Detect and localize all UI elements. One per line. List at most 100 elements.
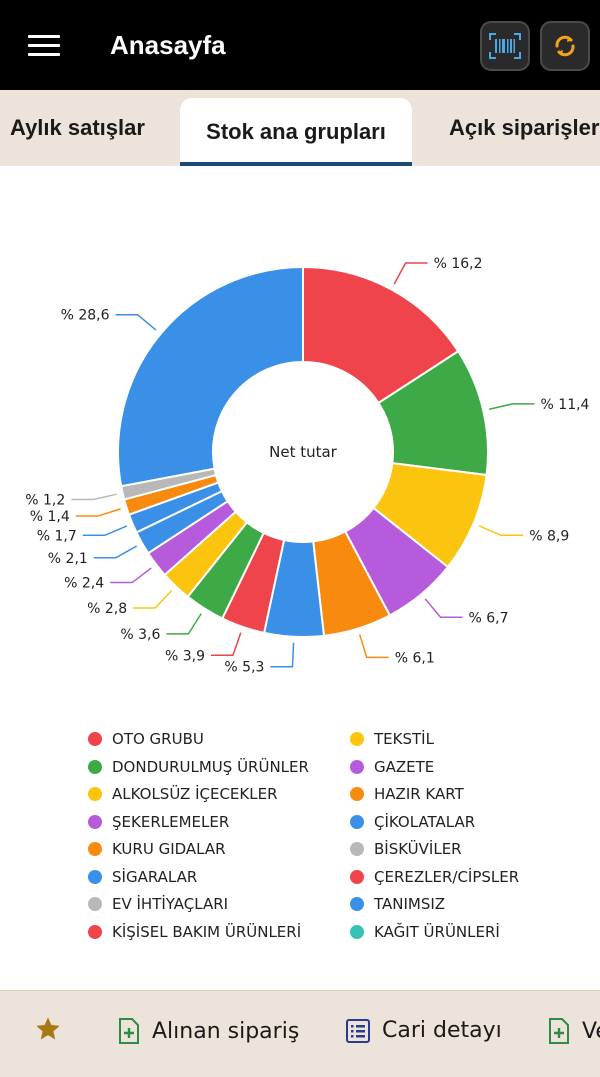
legend-color-swatch <box>88 759 102 774</box>
account-detail-button[interactable]: Cari detayı <box>346 1018 502 1043</box>
legend-color-swatch <box>350 924 364 939</box>
legend-color-swatch <box>88 814 102 829</box>
legend-color-swatch <box>88 897 102 911</box>
legend-item[interactable]: HAZIR KART <box>350 785 464 803</box>
page-title: Anasayfa <box>110 30 226 60</box>
slice-percent-label: % 6,1 <box>395 650 435 666</box>
slice-percent-label: % 1,2 <box>25 492 65 508</box>
slice-leader-line <box>270 642 295 668</box>
slice-leader-line <box>478 525 524 537</box>
legend-label: ŞEKERLEMELER <box>112 812 230 831</box>
legend-item[interactable]: OTO GRUBU <box>88 730 204 748</box>
slice-leader-line <box>358 634 389 659</box>
chart-area: % 16,2 % 11,4 % 8,9 % 6,7 % 6,1 % 5,3 % 3,9 % 3… <box>0 166 600 986</box>
legend-item[interactable]: GAZETE <box>350 758 434 776</box>
slice-leader-line <box>71 493 117 501</box>
slice-leader-line <box>424 598 463 619</box>
legend-label: KAĞIT ÜRÜNLERİ <box>374 922 500 941</box>
slice-percent-label: % 2,4 <box>64 576 104 592</box>
received-order-label: Alınan sipariş <box>152 1018 300 1044</box>
tab-label: Açık siparişler <box>449 115 600 140</box>
more-nav-label: Ve <box>582 1018 600 1044</box>
slice-percent-label: % 2,8 <box>87 601 127 617</box>
legend-item[interactable]: ÇEREZLER/CİPSLER <box>350 868 519 886</box>
legend-color-swatch <box>350 787 364 801</box>
slice-leader-line <box>488 403 535 410</box>
legend-label: OTO GRUBU <box>112 730 204 748</box>
slice-leader-line <box>82 525 128 537</box>
legend-label: ALKOLSÜZ İÇECEKLER <box>112 785 278 803</box>
slice-percent-label: % 2,1 <box>48 551 88 567</box>
legend-label: TEKSTİL <box>374 730 434 748</box>
legend-item[interactable]: ALKOLSÜZ İÇECEKLER <box>88 785 278 803</box>
slice-percent-label: % 28,6 <box>61 308 110 324</box>
legend-color-swatch <box>88 732 102 746</box>
legend-label: EV İHTİYAÇLARI <box>112 895 229 913</box>
hamburger-menu-icon[interactable] <box>28 35 60 57</box>
slice-leader-line <box>110 567 152 584</box>
slice-leader-line <box>75 508 121 517</box>
legend-label: ÇİKOLATALAR <box>374 812 476 831</box>
more-nav-button[interactable]: Ve <box>548 1018 600 1044</box>
barcode-scan-icon <box>489 33 521 59</box>
slice-leader-line <box>133 590 173 609</box>
slice-percent-label: % 1,4 <box>30 509 70 525</box>
legend-color-swatch <box>88 842 102 856</box>
slice-percent-label: % 3,9 <box>165 648 205 664</box>
favorites-button[interactable] <box>34 1015 62 1043</box>
bottom-navigation: Alınan sipariş Cari detayı Ve <box>0 990 600 1077</box>
slice-percent-label: % 1,7 <box>37 528 77 544</box>
legend-item[interactable]: ÇİKOLATALAR <box>350 813 475 831</box>
tab-label: Aylık satışlar <box>10 115 145 140</box>
legend-label: SİGARALAR <box>112 867 198 886</box>
pie-slice[interactable] <box>117 265 304 488</box>
legend-item[interactable]: KURU GIDALAR <box>88 840 226 858</box>
slice-percent-label: % 6,7 <box>469 610 509 626</box>
legend-item[interactable]: TEKSTİL <box>350 730 434 748</box>
legend-color-swatch <box>350 869 364 884</box>
legend-color-swatch <box>88 869 102 884</box>
slice-leader-line <box>166 613 202 635</box>
legend-label: TANIMSIZ <box>374 895 446 913</box>
legend-item[interactable]: SİGARALAR <box>88 868 197 886</box>
barcode-scan-button[interactable] <box>480 21 530 71</box>
legend-item[interactable]: DONDURULMUŞ ÜRÜNLER <box>88 758 309 776</box>
legend-item[interactable]: EV İHTİYAÇLARI <box>88 895 228 913</box>
refresh-icon <box>555 35 575 57</box>
legend-color-swatch <box>350 842 364 856</box>
legend-item[interactable]: TANIMSIZ <box>350 895 445 913</box>
legend-label: DONDURULMUŞ ÜRÜNLER <box>112 757 309 776</box>
slice-percent-label: % 5,3 <box>224 660 264 676</box>
slice-percent-label: % 3,6 <box>120 627 160 643</box>
legend-color-swatch <box>350 897 364 911</box>
refresh-button[interactable] <box>540 21 590 71</box>
list-icon <box>346 1018 370 1043</box>
tab-bar: Aylık satışlar Stok ana grupları Açık si… <box>0 90 600 166</box>
tab-open-orders[interactable]: Açık siparişler <box>449 90 599 166</box>
legend-label: KİŞİSEL BAKIM ÜRÜNLERİ <box>112 922 302 941</box>
account-detail-label: Cari detayı <box>382 1018 502 1043</box>
slice-leader-line <box>115 313 157 331</box>
legend-color-swatch <box>88 787 102 801</box>
star-icon <box>36 1017 60 1040</box>
legend-item[interactable]: ŞEKERLEMELER <box>88 813 229 831</box>
legend-label: ÇEREZLER/CİPSLER <box>374 867 520 886</box>
legend-item[interactable]: KİŞİSEL BAKIM ÜRÜNLERİ <box>88 923 301 941</box>
legend-label: GAZETE <box>374 757 435 776</box>
tab-label: Stok ana grupları <box>206 119 386 144</box>
legend-label: HAZIR KART <box>374 785 464 803</box>
slice-percent-label: % 11,4 <box>541 397 590 413</box>
donut-chart: % 16,2 % 11,4 % 8,9 % 6,7 % 6,1 % 5,3 % 3,9 % 3… <box>25 256 590 676</box>
pie-slice[interactable] <box>302 265 460 405</box>
legend-color-swatch <box>350 732 364 746</box>
legend-item[interactable]: KAĞIT ÜRÜNLERİ <box>350 923 500 941</box>
slice-percent-label: % 16,2 <box>434 256 483 272</box>
top-app-bar: Anasayfa <box>0 0 600 90</box>
legend-item[interactable]: BİSKÜVİLER <box>350 840 462 858</box>
legend-label: KURU GIDALAR <box>112 840 226 858</box>
tab-stock-groups[interactable]: Stok ana grupları <box>180 98 412 166</box>
slice-leader-line <box>393 262 428 285</box>
active-tab-indicator <box>180 162 412 166</box>
tab-monthly-sales[interactable]: Aylık satışlar <box>10 90 145 166</box>
received-order-button[interactable]: Alınan sipariş <box>118 1018 299 1044</box>
